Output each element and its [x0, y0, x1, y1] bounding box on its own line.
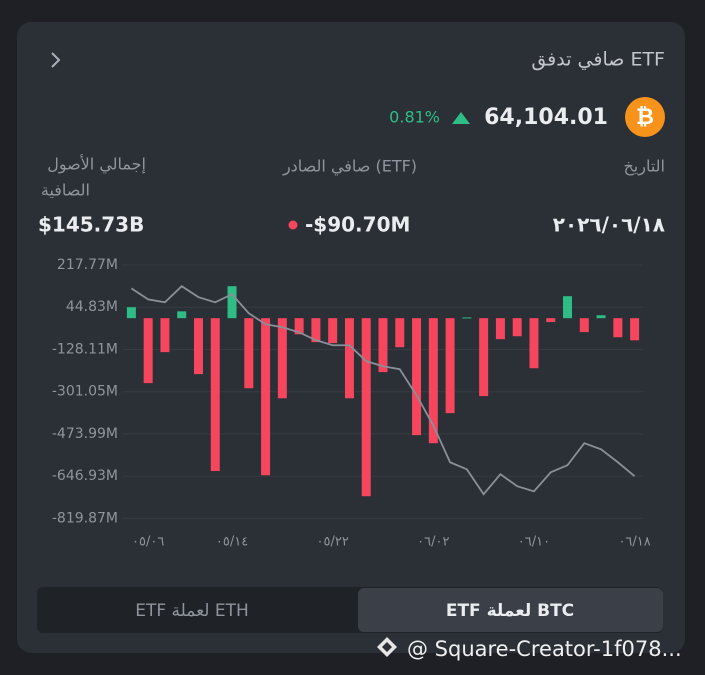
- logo: [377, 637, 397, 657]
- watermark: @ Square-Creator-1f078...: [407, 637, 682, 661]
- bar: [630, 318, 640, 341]
- stat-label: صافي الصادر (ETF): [282, 157, 417, 177]
- bar: [277, 318, 287, 399]
- y-tick-label: -128.11M: [52, 341, 118, 357]
- x-tick-label: ٠٥/٠٦: [132, 535, 164, 550]
- y-tick-label: -301.05M: [52, 384, 118, 400]
- up-arrow: [452, 112, 470, 124]
- chevron[interactable]: [51, 52, 61, 68]
- y-tick-label: -473.99M: [52, 426, 118, 442]
- title: صافي تدفق ETF: [531, 49, 665, 71]
- x-tick-label: ٠٥/٢٢: [317, 535, 349, 550]
- bar: [412, 318, 422, 436]
- bar: [244, 318, 254, 389]
- bar: [177, 311, 187, 319]
- bar: [512, 318, 522, 337]
- change: 0.81%: [389, 108, 440, 127]
- bar: [495, 318, 505, 340]
- chart: 217.77M 44.83M -128.11M -301.05M -473.99M -64…: [52, 257, 651, 550]
- y-tick-label: 217.77M: [57, 257, 118, 273]
- bar: [596, 315, 606, 319]
- bar: [479, 318, 489, 397]
- bar: [613, 318, 623, 338]
- x-tick-label: ٠٦/٠٢: [417, 535, 449, 550]
- bar: [395, 318, 405, 348]
- bar: [529, 318, 539, 369]
- btc-icon: [625, 97, 665, 137]
- x-tick-label: ٠٦/١٠: [518, 535, 550, 550]
- y-tick-label: 44.83M: [66, 299, 118, 315]
- bar: [160, 318, 170, 353]
- bar: [563, 296, 573, 319]
- bar: [227, 286, 237, 319]
- bar: [445, 318, 455, 414]
- bar: [261, 318, 271, 476]
- bar: [344, 318, 354, 399]
- x-tick-label: ٠٦/١٨: [618, 535, 650, 550]
- bar: [328, 318, 338, 344]
- dot: [288, 220, 298, 230]
- bar: [428, 318, 438, 444]
- y-tick-label: -646.93M: [52, 468, 118, 484]
- bar: [361, 318, 371, 497]
- price: 64,104.01: [484, 105, 608, 130]
- bar: [210, 318, 220, 472]
- btc-symbol: ₿: [636, 105, 654, 130]
- total-assets: $145.73B: [38, 213, 144, 237]
- line: [130, 285, 636, 496]
- x-tick-label: ٠٥/١٤: [216, 535, 248, 550]
- bar: [462, 317, 472, 319]
- bar: [546, 318, 556, 323]
- tab-active[interactable]: [358, 588, 663, 632]
- tab[interactable]: ETF لعملة BTC: [446, 601, 574, 621]
- date-value: ٢٠٢٦/٠٦/١٨: [553, 213, 665, 237]
- bar: [311, 318, 321, 343]
- stat-label: الصافية: [41, 181, 90, 200]
- bar: [193, 318, 203, 375]
- bar: [378, 318, 388, 373]
- tab[interactable]: ETF لعملة ETH: [135, 601, 249, 621]
- bar: [126, 307, 136, 319]
- net-flow: -$90.70M: [305, 213, 410, 237]
- stat-label: إجمالي الأصول: [47, 154, 146, 175]
- y-tick-label: -819.87M: [52, 510, 118, 526]
- bar: [579, 318, 589, 333]
- stat-label: التاريخ: [623, 157, 665, 177]
- bar: [143, 318, 153, 384]
- bar: [294, 318, 304, 335]
